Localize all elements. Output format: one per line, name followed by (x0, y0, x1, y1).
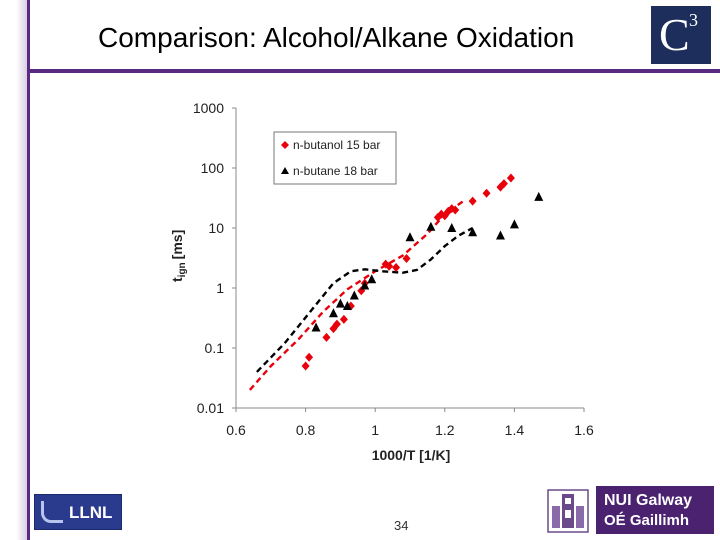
page-number: 34 (394, 518, 409, 533)
llnl-logo-mark (41, 501, 63, 523)
llnl-logo: LLNL (34, 494, 122, 530)
butane-data-point (367, 274, 377, 284)
chart-legend: n-butanol 15 bar n-butane 18 bar (273, 131, 397, 185)
x-axis-label: 1000/T [1/K] (372, 447, 451, 463)
y-tick-label: 1 (216, 280, 224, 296)
butanol-model-curve (248, 198, 467, 391)
butanol-data-point (451, 205, 460, 215)
y-axis-label-main: t (169, 277, 185, 282)
nui-galway-logo: NUI Galway OÉ Gaillimh (596, 486, 714, 534)
butane-data-point (495, 230, 505, 240)
y-tick-label: 0.1 (205, 340, 225, 356)
x-tick-label: 1.6 (574, 422, 594, 438)
butane-data-point (405, 232, 415, 242)
butanol-data-point (482, 188, 491, 198)
c3-logo: C 3 (651, 6, 711, 64)
legend-triangle-marker (281, 167, 289, 174)
butane-data-point (426, 221, 436, 231)
nui-logo-line1: NUI Galway (604, 492, 693, 509)
butane-data-point (468, 227, 478, 237)
y-axis-label-sub: ign (177, 262, 188, 277)
butanol-data-point (506, 173, 515, 183)
y-tick-label: 10 (208, 220, 224, 236)
model-curves (248, 198, 474, 391)
x-tick-label: 1.2 (435, 422, 455, 438)
butanol-data-point (499, 179, 508, 189)
butanol-data-point (392, 262, 401, 272)
data-points (301, 173, 544, 371)
butane-data-point (328, 308, 338, 318)
x-tick-label: 0.6 (226, 422, 246, 438)
y-tick-label: 1000 (193, 100, 224, 116)
title-underline (28, 69, 720, 73)
x-tick-label: 1.4 (505, 422, 525, 438)
butane-data-point (447, 223, 457, 232)
butane-data-point (534, 191, 544, 201)
butane-data-point (342, 301, 352, 311)
c3-logo-letter: C (659, 9, 690, 60)
butane-data-point (360, 280, 370, 290)
butanol-data-point (301, 361, 310, 371)
butanol-data-point (332, 319, 341, 329)
butane-model-curve (256, 226, 474, 373)
x-tick-label: 0.8 (296, 422, 316, 438)
y-axis-label-unit: [ms] (169, 230, 185, 260)
legend-diamond-marker (281, 141, 289, 149)
chart-axes: 0.01 0.1 1 10 100 1000 0.6 0.8 1 1.2 1.4 1.6 (193, 100, 594, 438)
c3-logo-superscript: 3 (689, 10, 698, 30)
x-tick-label: 1 (371, 422, 379, 438)
butanol-data-point (402, 254, 411, 264)
butanol-data-point (468, 196, 477, 206)
butanol-data-point (385, 261, 394, 271)
butanol-data-point (339, 314, 348, 324)
left-decorative-bar (0, 0, 30, 540)
slide-title: Comparison: Alcohol/Alkane Oxidation (98, 22, 575, 53)
llnl-logo-text: LLNL (69, 503, 113, 522)
nui-logo-line2: OÉ Gaillimh (604, 512, 690, 529)
butane-data-point (349, 290, 359, 300)
nui-crest-icon (547, 489, 589, 533)
butanol-data-point (322, 332, 331, 342)
legend-label-butanol: n-butanol 15 bar (293, 138, 380, 152)
butane-data-point (509, 219, 519, 229)
butane-data-point (311, 322, 321, 332)
butanol-data-point (305, 352, 314, 362)
butane-data-point (335, 298, 345, 308)
y-axis-label: tign [ms] (169, 230, 188, 282)
y-tick-label: 100 (201, 160, 225, 176)
y-tick-label: 0.01 (197, 400, 224, 416)
legend-label-butane: n-butane 18 bar (293, 164, 378, 178)
legend-box (273, 131, 397, 185)
